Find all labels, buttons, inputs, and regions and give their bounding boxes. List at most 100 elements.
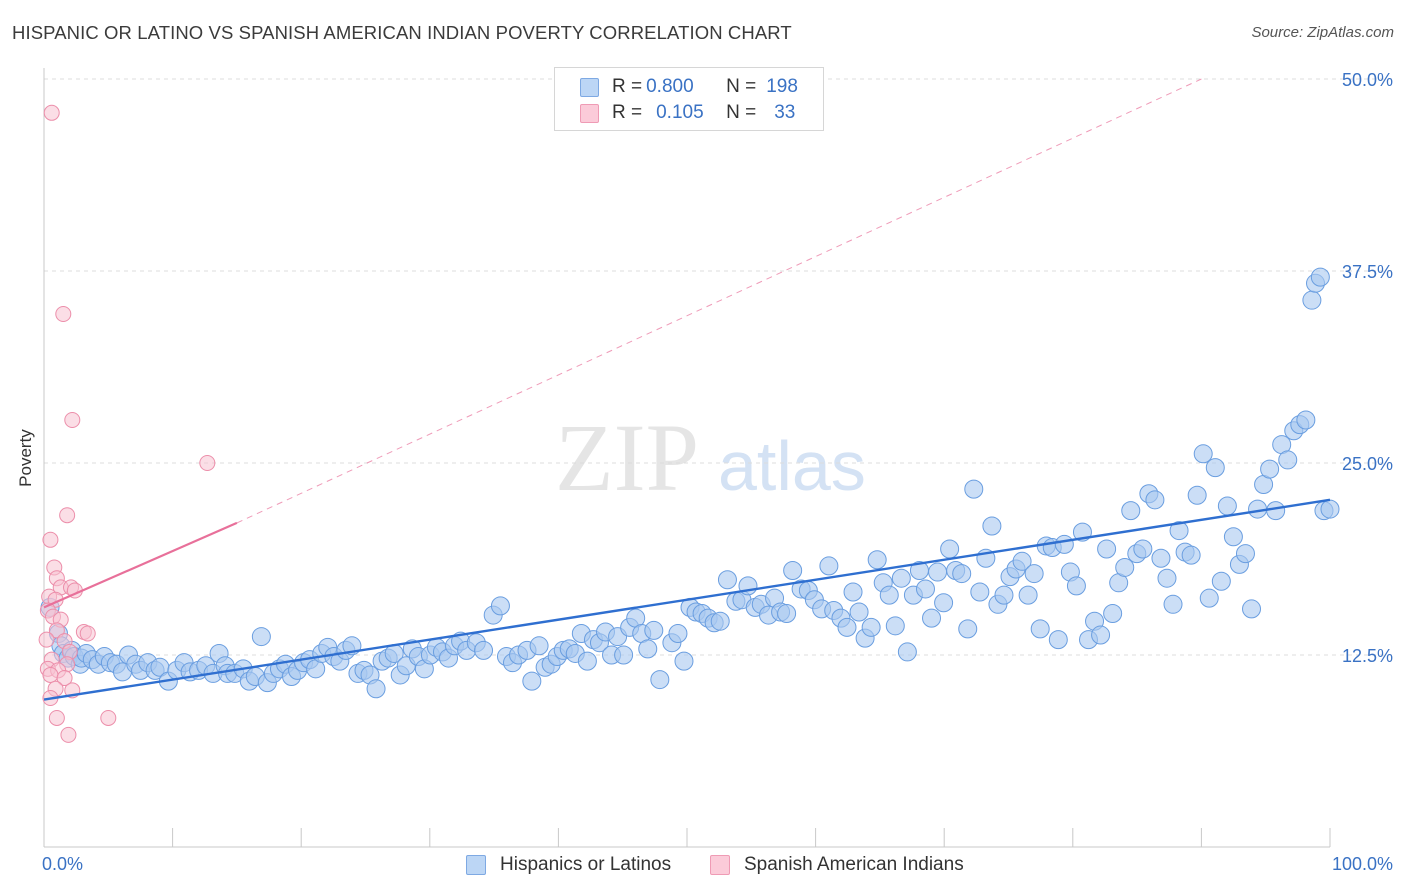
hispanic-point [1169,521,1189,541]
hispanic-trend-line [43,498,1331,701]
hispanic-point [1151,548,1171,568]
hispanic-point [1097,539,1117,559]
grid [44,78,1392,656]
legend-swatch-spanish-american-indian [580,103,599,123]
hispanic-point [1278,450,1298,470]
stats-legend: R = 0.800 N = 198 R = 0.105 N = 33 [554,67,824,131]
bottom-legend-swatch-spanish-american-indian [710,855,730,875]
hispanic-point [915,579,935,599]
spanish-american-indian-point [64,411,81,428]
hispanic-point [577,651,597,671]
bottom-legend-swatch-hispanic [466,855,486,875]
legend-swatch-hispanic [580,77,599,97]
hispanic-point [940,539,960,559]
legend-r-value: 0.105 [656,102,704,123]
hispanic-point [1193,444,1213,464]
spanish-american-indian-point [79,625,96,642]
bottom-legend-hispanic: Hispanics or Latinos [466,852,671,878]
spanish-american-indian-point [48,709,65,726]
hispanic-point [710,611,730,631]
hispanic-point [474,640,494,660]
watermark-atlas: atlas [718,427,866,505]
spanish-american-indian-point [199,455,216,471]
hispanic-point [366,679,386,699]
hispanic-point [897,642,917,662]
hispanic-point [644,620,664,640]
hispanic-point [1066,576,1086,596]
hispanic-point [1121,501,1141,521]
hispanic-point [717,570,737,590]
legend-r-label: R = [612,76,643,97]
spanish-american-indian-point [48,622,65,639]
hispanic-point [251,627,271,647]
spanish-american-indian-point [59,507,76,524]
spanish-american-indian-trend-line [43,521,238,609]
hispanic-point [922,608,942,628]
hispanic-point [1320,499,1340,519]
hispanic-point [674,651,694,671]
hispanic-point [1211,571,1231,591]
hispanic-point [994,585,1014,605]
hispanic-point [849,602,869,622]
hispanic-point [958,619,978,639]
hispanic-point [1133,539,1153,559]
hispanic-point [861,617,881,637]
spanish-american-indian-point [56,670,73,687]
legend-n-label: N = [726,102,757,123]
spanish-american-indian-point [60,726,77,743]
hispanic-point [982,516,1002,536]
x-tick-label: 0.0% [42,854,83,874]
legend-row-hispanic: R = 0.800 N = 198 [580,75,798,99]
hispanic-point [490,596,510,616]
hispanic-point [1266,501,1286,521]
trend-lines [43,78,1331,701]
watermark-zip: ZIP [555,404,699,511]
x-tick-label: 100.0% [1332,854,1393,874]
hispanic-point [891,568,911,588]
hispanic-point [879,585,899,605]
hispanic-point [819,556,839,576]
hispanic-point [1181,545,1201,565]
spanish-american-indian-trend-extension [236,78,1202,524]
hispanic-point [1054,534,1074,554]
hispanic-point [638,639,658,659]
y-axis-label: Poverty [16,429,35,487]
hispanic-point [1205,458,1225,478]
hispanic-point [1048,630,1068,650]
axes [43,68,1331,848]
hispanic-point [650,670,670,690]
spanish-american-indian-point [100,709,117,726]
watermark: ZIP atlas [555,404,866,511]
hispanic-point [1260,459,1280,479]
hispanic-point [843,582,863,602]
hispanic-point [1024,564,1044,584]
hispanic-point [529,636,549,656]
legend-r-value: 0.800 [646,76,694,97]
legend-row-spanish-american-indian: R = 0.105 N = 33 [580,101,795,125]
hispanic-point [1310,267,1330,287]
y-tick-label: 50.0% [1342,70,1393,90]
hispanic-point [885,616,905,636]
hispanic-point [1217,496,1237,516]
hispanic-point [1030,619,1050,639]
y-tick-label: 37.5% [1342,262,1393,282]
spanish-american-indian-point [55,306,72,323]
hispanic-point [1157,568,1177,588]
hispanic-point [614,645,634,665]
hispanic-point [1091,625,1111,645]
spanish-american-indian-point [38,631,55,648]
y-tick-label: 12.5% [1342,646,1393,666]
source-credit: Source: ZipAtlas.com [1251,24,1394,41]
hispanic-point [1223,527,1243,547]
bottom-legend-label-hispanic: Hispanics or Latinos [500,854,672,875]
hispanic-point [1103,604,1123,624]
hispanic-point [1199,588,1219,608]
hispanic-point [970,582,990,602]
legend-n-label: N = [726,76,757,97]
tick-labels: 12.5% 25.0% 37.5% 50.0% 0.0% 100.0% [42,70,1393,874]
hispanic-point [1145,490,1165,510]
bottom-legend-label-spanish-american-indian: Spanish American Indians [744,854,964,875]
y-tick-label: 25.0% [1342,454,1393,474]
hispanic-point [1242,599,1262,619]
